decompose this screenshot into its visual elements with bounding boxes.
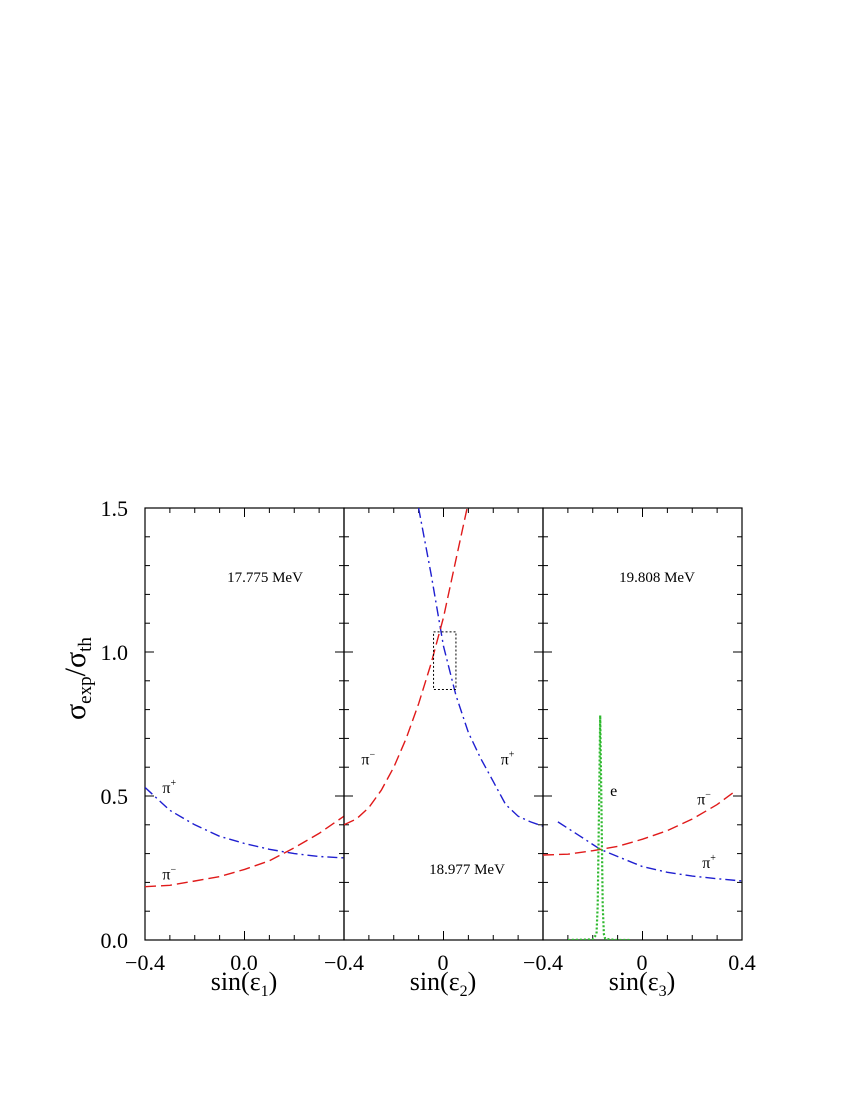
y-tick-label: 0.0 — [101, 928, 129, 953]
x-axis-label-3: sin(ε3) — [609, 967, 676, 1000]
x-tick-label: 0.4 — [728, 950, 756, 975]
x-tick-label: 0 — [438, 950, 449, 975]
plot-layer: π+ π− 17.775 MeV π− π+ 18.977 MeV e π− π+ 19.808 … — [101, 496, 756, 975]
y-label-sub2: th — [75, 637, 96, 652]
y-label-slash: /σ — [59, 652, 92, 677]
y-tick-label: 1.5 — [101, 496, 129, 521]
x-tick-label: 0.0 — [230, 950, 258, 975]
curve-label-2-2: π+ — [501, 749, 515, 768]
x-tick-label: −0.4 — [125, 950, 165, 975]
x-tick-label: −0.4 — [523, 950, 563, 975]
series-line-2-1 — [417, 508, 543, 827]
series-line-3-1 — [557, 821, 742, 882]
y-tick-label: 1.0 — [101, 640, 129, 665]
curve-label-3-1: e — [610, 783, 617, 800]
x-tick-label: −0.4 — [324, 950, 364, 975]
series-line-2-2 — [344, 508, 468, 826]
curve-label-2-1: π− — [361, 749, 375, 768]
energy-label-2: 18.977 MeV — [429, 862, 505, 878]
y-axis-label: σexp/σth — [59, 637, 96, 720]
energy-label-3: 19.808 MeV — [619, 570, 695, 586]
y-label-main: σ — [59, 704, 92, 720]
series-line-1-1 — [145, 786, 344, 859]
x-axis-label-1: sin(ε1) — [211, 967, 278, 1000]
series-line-3-3 — [567, 715, 631, 940]
curve-label-3-2: π− — [697, 790, 711, 809]
series-line-1-2 — [145, 815, 344, 888]
y-label-sub1: exp — [75, 676, 96, 703]
x-tick-label: 0 — [637, 950, 648, 975]
series-line-3-2 — [543, 791, 735, 856]
x-axis-label-2: sin(ε2) — [410, 967, 477, 1000]
energy-label-1: 17.775 MeV — [227, 570, 303, 586]
curve-label-3-3: π+ — [702, 853, 716, 872]
curve-label-1-2: π− — [162, 865, 176, 884]
curve-label-1-1: π+ — [162, 778, 176, 797]
y-tick-label: 0.5 — [101, 784, 129, 809]
